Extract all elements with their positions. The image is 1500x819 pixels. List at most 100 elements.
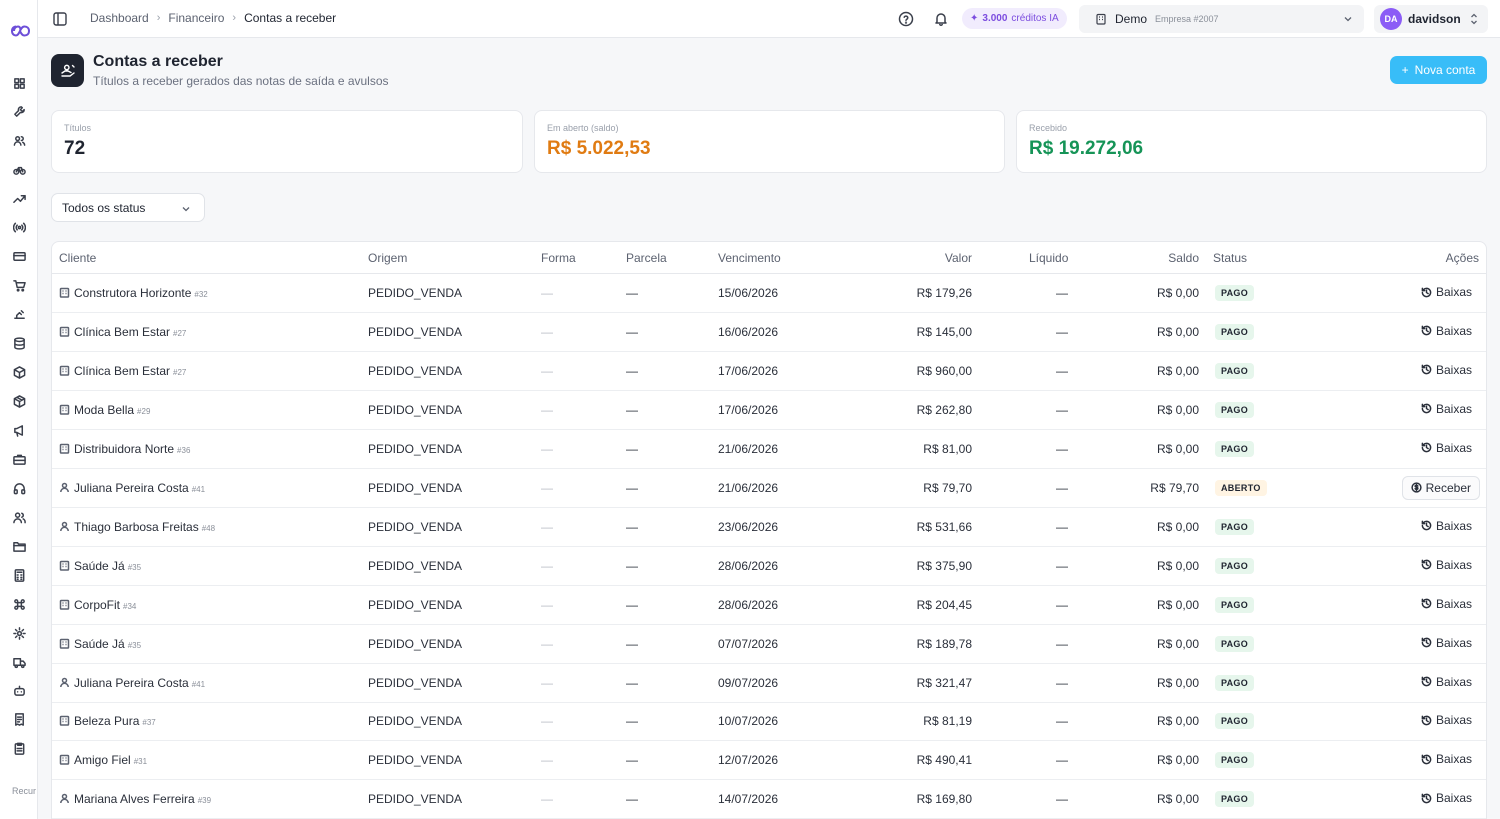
- new-account-button[interactable]: + Nova conta: [1390, 56, 1487, 84]
- cell-liquido: —: [1056, 636, 1068, 651]
- col-status[interactable]: Status: [1213, 251, 1248, 265]
- col-vencimento[interactable]: Vencimento: [718, 251, 781, 265]
- person-icon: [59, 677, 70, 688]
- baixas-button[interactable]: Baixas: [1421, 675, 1472, 689]
- sidebar-footer-text[interactable]: Recur avanç: [12, 786, 38, 796]
- table-row[interactable]: Clínica Bem Estar #27 PEDIDO_VENDA — — 17/06/…: [52, 352, 1486, 391]
- headphones-icon[interactable]: [11, 480, 27, 496]
- baixas-button[interactable]: Baixas: [1421, 752, 1472, 766]
- bot-icon[interactable]: [11, 683, 27, 699]
- baixas-button[interactable]: Baixas: [1421, 324, 1472, 338]
- col-cliente[interactable]: Cliente: [59, 251, 97, 265]
- bell-icon[interactable]: [933, 11, 949, 27]
- cell-cliente[interactable]: Construtora Horizonte #32: [59, 286, 208, 300]
- cell-cliente[interactable]: Amigo Fiel #31: [59, 753, 147, 767]
- table-row[interactable]: Moda Bella #29 PEDIDO_VENDA — — 17/06/2026 R$ …: [52, 391, 1486, 430]
- table-row[interactable]: Clínica Bem Estar #27 PEDIDO_VENDA — — 16/06/…: [52, 313, 1486, 352]
- briefcase-icon[interactable]: [11, 451, 27, 467]
- table-row[interactable]: Construtora Horizonte #32 PEDIDO_VENDA — — 15…: [52, 274, 1486, 313]
- users-icon[interactable]: [11, 133, 27, 149]
- infinity-logo-icon[interactable]: [8, 22, 32, 40]
- table-row[interactable]: Amigo Fiel #31 PEDIDO_VENDA — — 12/07/2026 R$ …: [52, 741, 1486, 781]
- cell-cliente[interactable]: Clínica Bem Estar #27: [59, 325, 186, 339]
- table-row[interactable]: Thiago Barbosa Freitas #48 PEDIDO_VENDA — — 2…: [52, 508, 1486, 547]
- baixas-button[interactable]: Baixas: [1421, 441, 1472, 455]
- table-row[interactable]: Juliana Pereira Costa #41 PEDIDO_VENDA — — 21…: [52, 469, 1486, 508]
- col-parcela[interactable]: Parcela: [626, 251, 667, 265]
- status-filter-select[interactable]: Todos os status: [51, 193, 205, 222]
- company-selector[interactable]: Demo Empresa #2007: [1079, 5, 1364, 33]
- cell-parcela: —: [626, 636, 638, 651]
- cell-cliente[interactable]: CorpoFit #34: [59, 598, 136, 612]
- box-icon[interactable]: [11, 365, 27, 381]
- cell-liquido: —: [1056, 286, 1068, 300]
- cell-cliente[interactable]: Distribuidora Norte #36: [59, 442, 190, 456]
- receipt-icon[interactable]: [11, 712, 27, 728]
- credits-amount: 3.000: [982, 13, 1008, 24]
- cell-cliente[interactable]: Saúde Já #35: [59, 637, 141, 651]
- cell-cliente[interactable]: Thiago Barbosa Freitas #48: [59, 520, 215, 534]
- database-icon[interactable]: [11, 336, 27, 352]
- table-row[interactable]: Mariana Alves Ferreira #39 PEDIDO_VENDA — — 1…: [52, 780, 1486, 819]
- clipboard-icon[interactable]: [11, 741, 27, 757]
- scale-icon[interactable]: [11, 307, 27, 323]
- building-icon: [59, 443, 70, 454]
- cell-cliente[interactable]: Mariana Alves Ferreira #39: [59, 792, 211, 806]
- person-icon: [59, 521, 70, 532]
- cell-cliente[interactable]: Moda Bella #29: [59, 403, 150, 417]
- col-forma[interactable]: Forma: [541, 251, 576, 265]
- table-row[interactable]: CorpoFit #34 PEDIDO_VENDA — — 28/06/2026 R$ 20…: [52, 586, 1486, 625]
- baixas-button[interactable]: Baixas: [1421, 636, 1472, 650]
- baixas-button[interactable]: Baixas: [1421, 597, 1472, 611]
- team-icon[interactable]: [11, 509, 27, 525]
- baixas-button[interactable]: Baixas: [1421, 402, 1472, 416]
- trending-up-icon[interactable]: [11, 191, 27, 207]
- baixas-button[interactable]: Baixas: [1421, 713, 1472, 727]
- breadcrumb-current: Contas a receber: [244, 11, 337, 25]
- baixas-button[interactable]: Baixas: [1421, 519, 1472, 533]
- breadcrumb-financeiro[interactable]: Financeiro: [168, 11, 225, 25]
- cell-saldo: R$ 0,00: [1156, 441, 1199, 456]
- table-row[interactable]: Beleza Pura #37 PEDIDO_VENDA — — 10/07/2026 R$…: [52, 702, 1486, 742]
- table-row[interactable]: Juliana Pereira Costa #41 PEDIDO_VENDA — — 09…: [52, 664, 1486, 703]
- package-icon[interactable]: [11, 393, 27, 409]
- user-menu[interactable]: DA davidson: [1374, 5, 1488, 33]
- breadcrumb-dashboard[interactable]: Dashboard: [90, 11, 149, 25]
- cell-valor: R$ 262,80: [916, 402, 972, 417]
- command-icon[interactable]: [11, 596, 27, 612]
- bike-icon[interactable]: [11, 162, 27, 178]
- sidebar-toggle-icon[interactable]: [53, 12, 67, 26]
- cell-cliente[interactable]: Juliana Pereira Costa #41: [59, 481, 205, 495]
- credit-card-icon[interactable]: [11, 249, 27, 265]
- table-row[interactable]: Saúde Já #35 PEDIDO_VENDA — — 07/07/2026 R$ 18…: [52, 625, 1486, 664]
- col-liquido[interactable]: Líquido: [1029, 251, 1069, 265]
- calculator-icon[interactable]: [11, 567, 27, 583]
- cart-icon[interactable]: [11, 278, 27, 294]
- action-label: Baixas: [1435, 713, 1472, 728]
- baixas-button[interactable]: Baixas: [1421, 558, 1472, 572]
- cell-valor: R$ 960,00: [916, 363, 972, 378]
- cell-saldo: R$ 0,00: [1156, 558, 1199, 573]
- cell-cliente[interactable]: Saúde Já #35: [59, 559, 141, 573]
- baixas-button[interactable]: Baixas: [1421, 363, 1472, 377]
- table-row[interactable]: Distribuidora Norte #36 PEDIDO_VENDA — — 21/0…: [52, 430, 1486, 469]
- baixas-button[interactable]: Baixas: [1421, 791, 1472, 805]
- receber-button[interactable]: Receber: [1401, 475, 1480, 500]
- truck-icon[interactable]: [11, 654, 27, 670]
- cell-cliente[interactable]: Beleza Pura #37: [59, 714, 156, 728]
- grid-icon[interactable]: [11, 75, 27, 91]
- cell-cliente[interactable]: Clínica Bem Estar #27: [59, 364, 186, 378]
- gear-icon[interactable]: [11, 625, 27, 641]
- wrench-icon[interactable]: [11, 104, 27, 120]
- ai-credits-badge[interactable]: ✦ 3.000 créditos IA: [962, 8, 1067, 29]
- folder-icon[interactable]: [11, 538, 27, 554]
- col-valor[interactable]: Valor: [944, 251, 972, 265]
- radio-icon[interactable]: [11, 220, 27, 236]
- cell-cliente[interactable]: Juliana Pereira Costa #41: [59, 676, 205, 690]
- col-saldo[interactable]: Saldo: [1168, 251, 1199, 265]
- table-row[interactable]: Saúde Já #35 PEDIDO_VENDA — — 28/06/2026 R$ 37…: [52, 547, 1486, 586]
- col-origem[interactable]: Origem: [368, 251, 408, 265]
- help-icon[interactable]: [898, 11, 914, 27]
- megaphone-icon[interactable]: [11, 422, 27, 438]
- baixas-button[interactable]: Baixas: [1421, 285, 1472, 299]
